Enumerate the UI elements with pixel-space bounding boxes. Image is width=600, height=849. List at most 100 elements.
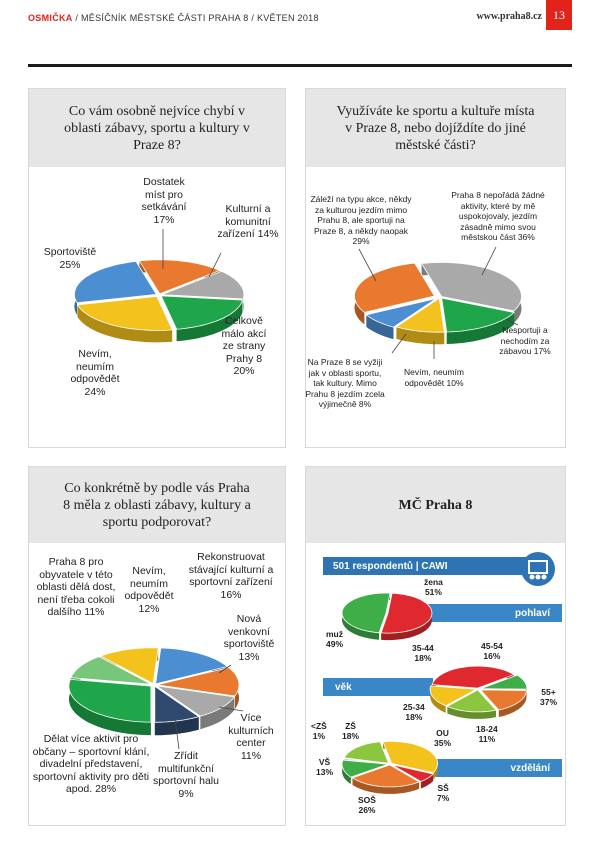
pie-gender-slice-0: [380, 592, 433, 634]
pie1-slice-0: [138, 259, 221, 295]
label-sports-hall: Zřídit multifunkční sportovní halu 9%: [153, 750, 219, 800]
pie2-leader-a: [358, 248, 377, 282]
pie-education-slice-0: [382, 741, 439, 774]
survey-icon: [521, 552, 555, 586]
pie1-leader-c: [222, 318, 236, 324]
label-reconstruct: Rekonstruovat stávající kulturní a sport…: [188, 551, 274, 601]
label-no-sport: Nesportuji a nechodím za zábavou 17%: [499, 325, 551, 356]
pie2-slice-3: [365, 298, 437, 328]
pie1-slice-2: [160, 295, 244, 330]
pie-chart-3: [68, 647, 244, 750]
panel-4-title: MČ Praha 8: [306, 467, 565, 543]
header-masthead: OSMIČKA / MĚSÍČNÍK MĚSTSKÉ ČÁSTI PRAHA 8…: [28, 13, 319, 23]
pie1-slice-side-2: [176, 300, 243, 342]
panel-travel-for-sport: Využíváte ke sportu a kultuře místa v Pr…: [305, 88, 566, 448]
pie-age-slice-2: [479, 689, 527, 711]
age-bar: věk: [323, 678, 433, 696]
header-url[interactable]: www.praha8.cz: [476, 11, 542, 22]
header-subtitle: / MĚSÍČNÍK MĚSTSKÉ ČÁSTI PRAHA 8 / KVĚTE…: [72, 13, 319, 23]
pie1-slice-3: [76, 295, 173, 331]
label-age-18-24: 18-24 11%: [476, 724, 498, 744]
label-edu-zs: ZŠ 18%: [342, 721, 360, 741]
pie-chart-1: [73, 229, 245, 343]
label-age-35-44: 35-44 18%: [412, 643, 434, 663]
label-sports-grounds: Sportoviště 25%: [43, 246, 97, 271]
label-cultural-facilities: Kulturní a komunitní zařízení 14%: [217, 203, 279, 240]
label-enough-in-p8: Na Praze 8 se vyžiji jak v oblasti sport…: [305, 357, 385, 409]
pie1-slice-side-3: [77, 304, 173, 343]
education-bar-label: vzdělání: [510, 762, 550, 774]
label-dont-know-3: Nevím, neumím odpovědět 12%: [124, 565, 174, 615]
panel-3-title: Co konkrétně by podle vás Praha 8 měla z…: [29, 467, 285, 543]
label-few-events: Celkově málo akcí ze strany Prahy 8 20%: [221, 315, 267, 377]
pie-age-slice-3: [446, 689, 497, 713]
pie-age-slice-1: [480, 674, 528, 690]
pie-education-slice-side-1: [420, 774, 434, 789]
label-zena: žena 51%: [424, 577, 443, 597]
pie2-slice-4: [354, 262, 436, 313]
pie2-leader-b: [481, 246, 497, 276]
label-edu-lt-zs: <ZŠ 1%: [311, 721, 327, 741]
pie2-leader-e: [391, 333, 407, 354]
header-rule: [28, 64, 572, 67]
respondents-bar: 501 respondentů | CAWI: [323, 557, 528, 575]
pie2-slice-side-2: [396, 326, 445, 345]
panel-1-title: Co vám osobně nejvíce chybí v oblasti zá…: [29, 89, 285, 167]
label-outdoor-sports: Nová venkovní sportoviště 13%: [223, 613, 275, 663]
label-age-55: 55+ 37%: [540, 687, 558, 707]
pie-education-slice-side-3: [342, 760, 351, 785]
pie-education-slice-5: [343, 741, 390, 764]
pie2-slice-side-1: [446, 312, 515, 344]
pie3-slice-0: [155, 647, 229, 685]
label-age-45-54: 45-54 16%: [481, 641, 503, 661]
pie3-leader-b: [218, 664, 232, 674]
pie3-slice-1: [156, 667, 240, 697]
pie1-slice-4: [73, 260, 158, 304]
label-more-activities: Dělat více aktivit pro občany – sportovn…: [32, 733, 150, 795]
panel-what-to-support: Co konkrétně by podle vás Praha 8 měla z…: [28, 466, 286, 826]
pie-gender-slice-1: [341, 592, 391, 634]
education-bar: vzdělání: [436, 759, 562, 777]
gender-bar: pohlaví: [416, 604, 562, 622]
page-number: 13: [546, 0, 572, 30]
pie1-leader-b: [208, 252, 222, 278]
pie3-slice-side-3: [154, 716, 199, 736]
label-edu-sos: SOŠ 26%: [358, 795, 376, 815]
pie2-slice-2: [395, 297, 445, 333]
pie-education-slice-4: [342, 757, 389, 765]
gender-bar-label: pohlaví: [514, 607, 550, 619]
label-edu-vs: VŠ 13%: [316, 757, 334, 777]
pie2-slice-1: [441, 297, 515, 333]
age-bar-label: věk: [335, 681, 352, 693]
pie2-slice-side-3: [366, 314, 394, 340]
pie3-leader-c: [218, 706, 244, 712]
pie3-slice-6: [99, 647, 159, 685]
pie-education-slice-2: [351, 764, 421, 788]
label-muz: muž 49%: [326, 629, 344, 649]
pie2-leader-c: [505, 318, 519, 326]
pie-education-slice-3: [341, 759, 389, 778]
pie3-slice-2: [156, 685, 236, 717]
label-travel-away: Praha 8 nepořádá žádné aktivity, které b…: [451, 190, 545, 242]
label-age-25-34: 25-34 18%: [403, 702, 425, 722]
pie3-leader-d: [174, 718, 180, 750]
pie-age-slice-4: [429, 685, 478, 707]
header-brand: OSMIČKA: [28, 13, 73, 23]
pie2-slice-0: [420, 262, 522, 312]
pie-age-slice-side-4: [430, 685, 446, 713]
label-dont-know-2: Nevím, neumím odpovědět 10%: [404, 367, 464, 388]
pie-education-slice-1: [391, 764, 435, 782]
pie3-slice-4: [68, 678, 152, 723]
pie-education-slice-side-2: [352, 777, 420, 794]
page-header: OSMIČKA / MĚSÍČNÍK MĚSTSKÉ ČÁSTI PRAHA 8…: [28, 0, 600, 32]
label-culture-centers: Více kulturních center 11%: [228, 712, 274, 762]
panel-2-title: Využíváte ke sportu a kultuře místa v Pr…: [306, 89, 565, 167]
label-depends: Záleží na typu akce, někdy za kulturou j…: [310, 194, 412, 246]
pie-age-slice-0: [431, 665, 515, 689]
pie3-slice-5: [70, 656, 152, 685]
label-meeting-places: Dostatek míst pro setkávání 17%: [141, 176, 187, 226]
panel-demographics: MČ Praha 8 501 respondentů | CAWI pohlav…: [305, 466, 566, 826]
pie-age-slice-side-2: [498, 690, 527, 717]
pie-age-slice-side-3: [447, 706, 496, 719]
label-enough-done: Praha 8 pro obyvatele v této oblasti děl…: [36, 556, 116, 618]
